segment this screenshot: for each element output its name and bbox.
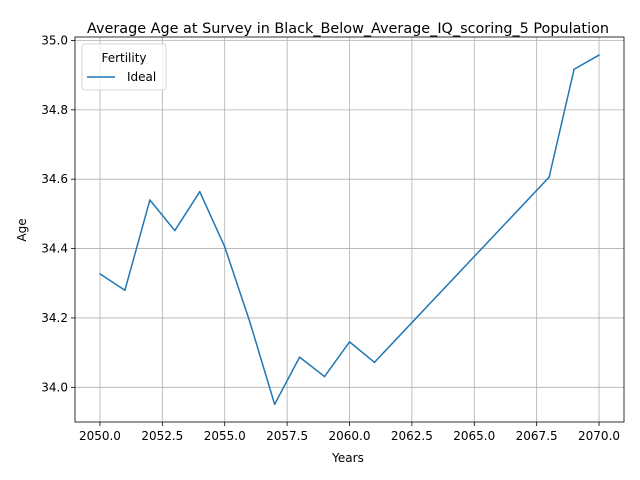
- legend: Fertility Ideal: [81, 43, 167, 91]
- data-point-0-11: [373, 361, 376, 364]
- data-point-0-1: [124, 289, 126, 291]
- x-tick-label-4: 2060.0: [329, 429, 371, 443]
- x-tick-label-8: 2070.0: [578, 429, 620, 443]
- data-point-0-12: [548, 176, 550, 178]
- data-point-0-7: [273, 403, 276, 406]
- data-point-0-6: [248, 320, 251, 323]
- data-point-0-13: [573, 68, 575, 71]
- data-point-0-10: [348, 341, 351, 343]
- x-tick-label-0: 2050.0: [79, 429, 121, 443]
- y-tick-label-4: 34.8: [41, 103, 68, 117]
- data-point-0-2: [149, 199, 151, 201]
- data-point-0-14: [598, 54, 600, 56]
- x-tick-label-6: 2065.0: [453, 429, 495, 443]
- data-point-0-5: [223, 246, 226, 248]
- x-tick-label-2: 2055.0: [204, 429, 246, 443]
- y-tick-label-2: 34.4: [41, 242, 68, 256]
- data-point-0-0: [99, 273, 101, 275]
- x-tick-label-1: 2052.5: [141, 429, 183, 443]
- x-axis-label: Years: [331, 451, 364, 465]
- y-tick-label-3: 34.6: [41, 172, 68, 186]
- x-axis-ticks: 2050.0 2052.5 2055.0 2057.5 2060.0 2062.5 2065…: [79, 422, 620, 443]
- x-tick-label-5: 2062.5: [391, 429, 433, 443]
- data-point-0-9: [323, 375, 326, 378]
- y-axis-label: Age: [15, 218, 29, 241]
- y-tick-label-1: 34.2: [41, 311, 68, 325]
- data-point-0-4: [198, 190, 201, 193]
- x-tick-label-3: 2057.5: [266, 429, 308, 443]
- data-point-0-3: [174, 229, 176, 232]
- legend-title: Fertility: [101, 51, 146, 65]
- grid-lines: [75, 37, 624, 422]
- legend-label-ideal: Ideal: [127, 70, 156, 84]
- data-point-0-8: [298, 356, 301, 358]
- chart-title: Average Age at Survey in Black_Below_Ave…: [87, 21, 609, 37]
- y-axis-ticks: 34.0 34.2 34.4 34.6 34.8 35.0: [41, 33, 75, 394]
- legend-box: [81, 43, 167, 91]
- y-tick-label-5: 35.0: [41, 33, 68, 47]
- series-group: [99, 54, 600, 406]
- x-tick-label-7: 2067.5: [516, 429, 558, 443]
- y-tick-label-0: 34.0: [41, 380, 68, 394]
